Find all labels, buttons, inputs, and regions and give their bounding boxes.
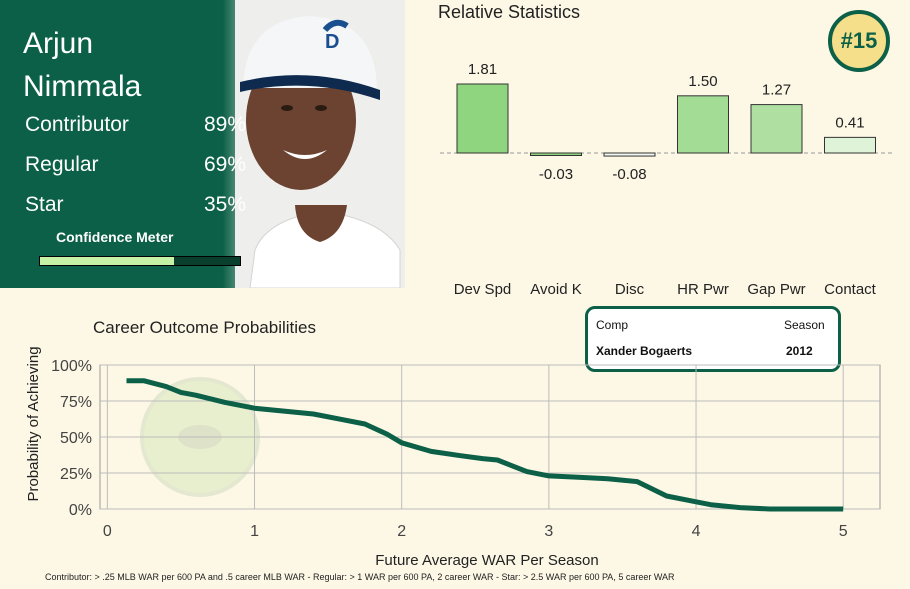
player-header-panel: D	[0, 0, 405, 288]
bar-category-label: HR Pwr	[677, 281, 729, 298]
stat-value-regular: 69%	[203, 153, 246, 176]
player-photo: D	[235, 0, 405, 288]
bar-category-label: Dev Spd	[454, 281, 512, 298]
confidence-meter-fill	[40, 257, 174, 265]
y-tick-label: 25%	[60, 466, 92, 483]
bar-hr-pwr	[677, 95, 729, 154]
stat-value-contributor: 89%	[203, 113, 246, 136]
x-tick-label: 3	[544, 523, 553, 540]
player-info: Arjun Nimmala Contributor 89% Regular 69…	[0, 0, 260, 288]
bar-contact	[824, 136, 876, 154]
confidence-meter	[39, 256, 241, 266]
x-tick-label: 5	[839, 523, 848, 540]
bar-value-label: 1.50	[688, 73, 717, 90]
y-axis-label: Probability of Achieving	[25, 346, 42, 501]
comp-header-label: Comp	[596, 318, 629, 332]
relative-statistics-chart: Relative Statistics 1.81 Dev Spd -0.03 Avoi…	[438, 2, 895, 298]
bar-category-label: Gap Pwr	[747, 281, 805, 298]
comp-season: 2012	[786, 344, 813, 358]
bar-category-label: Contact	[824, 281, 877, 298]
comparison-box: Comp Season Xander Bogaerts 2012	[585, 306, 841, 372]
bar-category-label: Disc	[615, 281, 645, 298]
bar-dev-spd	[456, 83, 509, 154]
bar-category-label: Avoid K	[530, 281, 581, 298]
bar-chart-title: Relative Statistics	[438, 2, 580, 22]
y-tick-label: 100%	[51, 358, 92, 375]
season-header-label: Season	[784, 318, 825, 332]
x-tick-label: 4	[692, 523, 701, 540]
x-axis-label: Future Average WAR Per Season	[375, 552, 598, 569]
outcome-probability-line	[126, 378, 844, 512]
comp-player-name: Xander Bogaerts	[596, 344, 693, 358]
bar-gap-pwr	[750, 104, 803, 154]
bar-value-label: 1.81	[468, 61, 497, 78]
y-tick-label: 75%	[60, 394, 92, 411]
y-tick-label: 50%	[60, 430, 92, 447]
bar-value-label: -0.03	[539, 166, 573, 183]
x-tick-label: 0	[103, 523, 112, 540]
line-chart-title: Career Outcome Probabilities	[93, 318, 316, 337]
bar-value-label: -0.08	[612, 166, 646, 183]
footnote: Contributor: > .25 MLB WAR per 600 PA an…	[45, 572, 675, 582]
x-tick-label: 2	[397, 523, 406, 540]
confidence-meter-label: Confidence Meter	[56, 229, 174, 245]
rank-badge: #15	[828, 10, 890, 72]
bar-value-label: 0.41	[835, 114, 864, 131]
stat-value-star: 35%	[203, 193, 246, 216]
player-first-name: Arjun	[23, 27, 94, 60]
career-outcome-chart: Career Outcome Probabilities 0% 25% 50% 75%…	[25, 318, 881, 569]
player-last-name: Nimmala	[23, 70, 142, 103]
bar-disc	[603, 152, 656, 157]
stat-label-regular: Regular	[25, 153, 99, 176]
svg-text:D: D	[325, 31, 339, 53]
stat-label-star: Star	[25, 193, 64, 216]
bar-value-label: 1.27	[762, 82, 791, 99]
stat-label-contributor: Contributor	[25, 113, 129, 136]
x-tick-label: 1	[250, 523, 259, 540]
y-tick-label: 0%	[69, 502, 92, 519]
bar-avoid-k	[530, 152, 582, 156]
